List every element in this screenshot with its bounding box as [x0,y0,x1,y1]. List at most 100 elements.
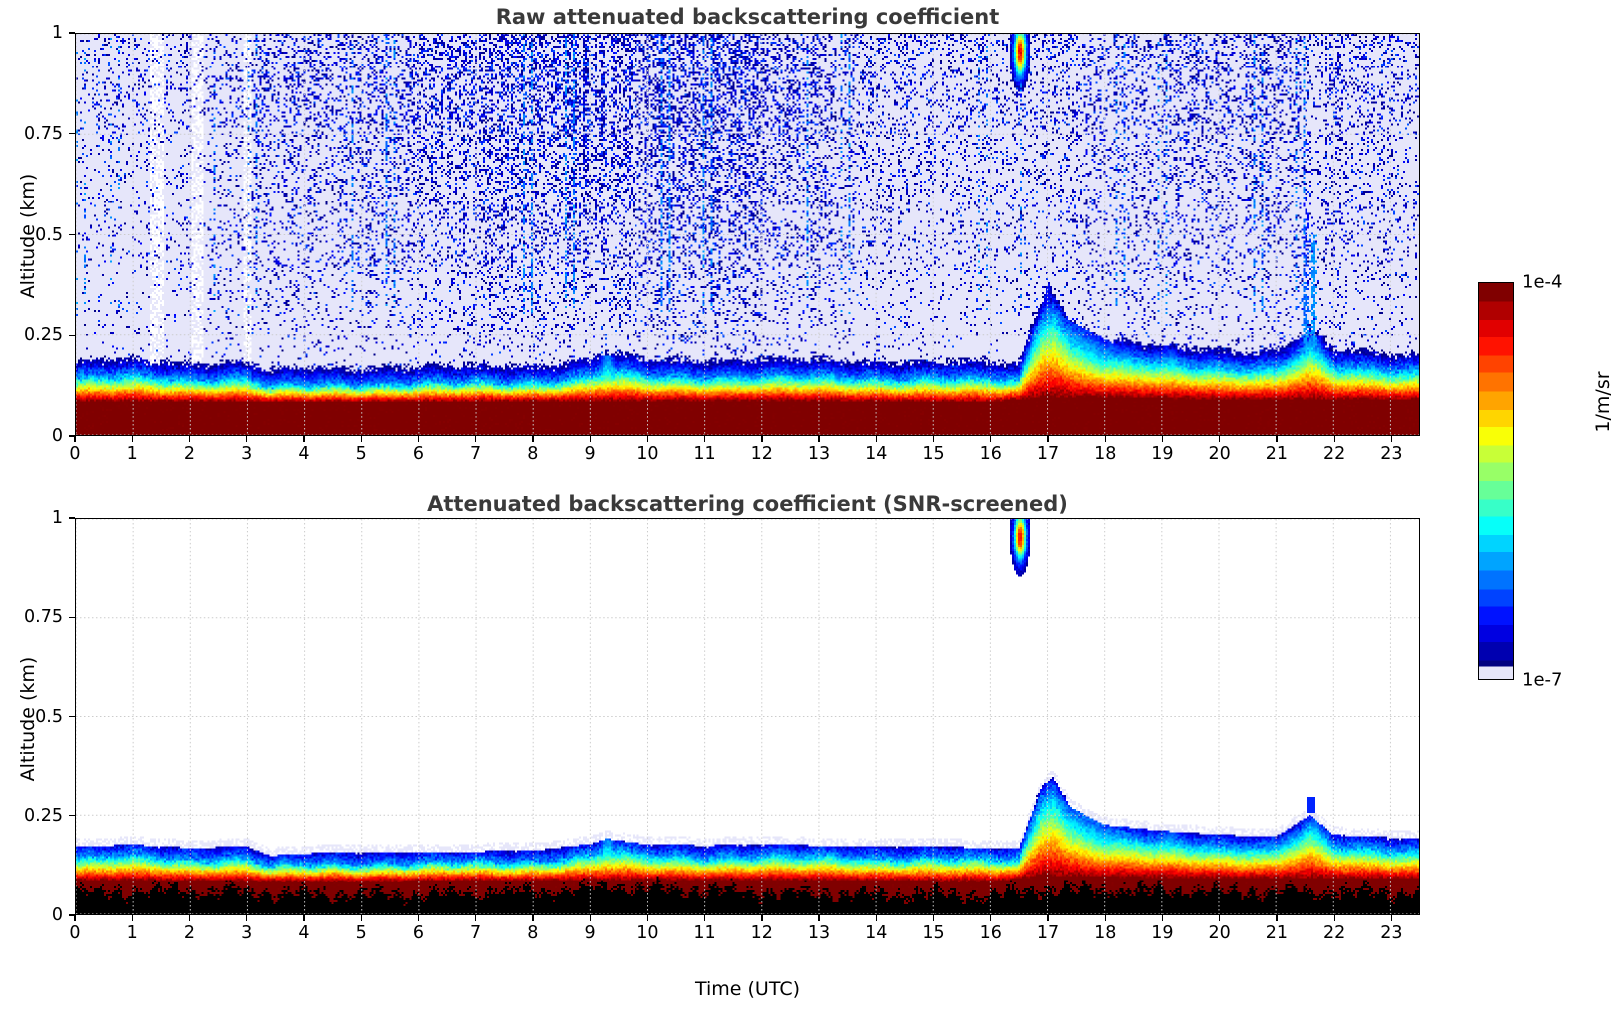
y-tick-label: 1 [51,23,63,43]
x-tick-label: 1 [126,923,138,943]
x-tick-label: 15 [922,444,945,464]
x-tick-label: 19 [1151,923,1174,943]
x-tickmark [246,436,248,442]
x-tickmark [417,915,420,921]
x-tick-label: 19 [1151,444,1174,464]
x-tickmark [1276,436,1278,442]
x-tick-label: 5 [355,923,367,943]
x-tick-label: 4 [298,444,310,464]
x-tickmark [932,915,935,921]
x-tickmark [303,436,305,442]
x-tick-label: 17 [1036,923,1060,943]
y-tickmark [69,715,75,718]
x-tick-label: 14 [865,444,888,464]
x-tickmark [1333,436,1335,442]
x-tick-label: 10 [636,444,659,464]
x-tickmark [417,436,420,442]
x-tickmark [131,915,133,921]
panel-title-snr: Attenuated backscattering coefficient (S… [427,492,1068,516]
colorbar-group: 1e-4 1e-7 [1478,272,1562,691]
heatmap-raw-canvas [76,34,1419,435]
x-tick-label: 21 [1265,444,1289,464]
x-tickmark [1104,436,1106,442]
x-tickmark [74,436,76,442]
heatmap-panel-raw [75,33,1420,436]
x-tickmark [1390,915,1393,921]
x-tick-label: 20 [1208,444,1231,464]
x-tick-label: 2 [183,444,196,464]
x-tick-label: 2 [183,923,196,943]
x-tickmark [74,915,76,921]
x-tick-label: 3 [241,444,253,464]
y-tick-label: 0.25 [24,325,63,346]
x-tick-label: 11 [693,444,716,464]
y-tickmark [69,616,75,618]
x-tickmark [1047,915,1049,921]
x-tick-label: 9 [584,923,596,943]
y-tick-label: 0.5 [35,706,63,727]
x-tick-label: 14 [865,923,888,943]
y-tickmark [69,133,75,135]
x-tickmark [532,436,534,442]
x-tick-label: 18 [1094,923,1117,943]
x-tick-label: 8 [527,923,539,943]
x-tick-label: 0 [69,444,81,464]
x-tick-label: 7 [470,444,482,464]
y-tickmark [69,435,75,437]
x-tickmark [188,915,191,921]
heatmap-snr-canvas [76,519,1419,914]
x-tick-label: 1 [126,444,138,464]
x-tickmark [761,915,763,921]
colorbar-canvas [1479,283,1513,679]
x-tick-label: 8 [527,444,539,464]
x-tick-label: 16 [979,444,1002,464]
x-tick-label: 21 [1265,923,1289,943]
x-tick-label: 17 [1036,444,1060,464]
x-tickmark [1161,436,1164,442]
x-tick-label: 6 [412,923,424,943]
x-tick-label: 11 [693,923,716,943]
x-tick-label: 22 [1323,444,1346,464]
x-tick-label: 23 [1380,923,1403,943]
x-tickmark [1333,915,1335,921]
y-tickmark [69,334,75,336]
y-tickmark [69,914,75,916]
x-tick-label: 6 [412,444,424,464]
x-tickmark [1047,436,1049,442]
x-tickmark [1161,915,1164,921]
x-tickmark [875,436,877,442]
x-tickmark [475,436,477,442]
colorbar-min-label: 1e-7 [1522,669,1563,691]
y-tick-label: 0.25 [24,805,63,826]
x-tickmark [990,915,992,921]
x-tick-label: 4 [298,923,310,943]
x-tickmark [188,436,191,442]
x-tick-label: 22 [1323,923,1346,943]
y-tick-label: 0 [51,426,63,446]
x-tickmark [818,436,820,442]
x-tickmark [875,915,877,921]
x-tickmark [990,436,992,442]
x-tick-label: 18 [1094,444,1117,464]
x-tickmark [589,436,591,442]
x-tick-label: 10 [636,923,659,943]
heatmap-panel-snr [75,518,1420,915]
colorbar-axis-label: 1/m/sr [1592,371,1614,433]
x-tickmark [532,915,534,921]
x-tick-label: 20 [1208,923,1231,943]
x-tick-label: 7 [470,923,482,943]
x-tickmark [303,915,305,921]
x-tickmark [761,436,763,442]
x-tick-label: 9 [584,444,596,464]
x-tickmark [475,915,477,921]
x-tickmark [818,915,820,921]
y-tick-label: 1 [51,508,63,528]
y-tick-label: 0.5 [35,224,63,245]
x-tick-label: 12 [750,444,773,464]
colorbar-max-label: 1e-4 [1522,271,1563,293]
y-tickmark [69,32,75,34]
y-tick-label: 0.75 [24,607,63,628]
x-tick-label: 0 [69,923,81,943]
x-tick-label: 15 [922,923,945,943]
